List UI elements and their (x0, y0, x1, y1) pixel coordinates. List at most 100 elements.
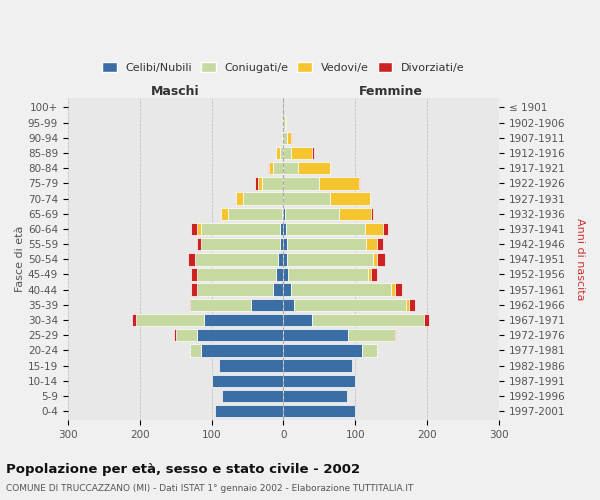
Bar (282, 208, 283, 220)
Bar (330, 192, 370, 205)
Bar (276, 147, 280, 159)
Bar (283, 314, 312, 326)
Text: Popolazione per età, sesso e stato civile - 2002: Popolazione per età, sesso e stato civil… (6, 462, 360, 475)
Bar (201, 238, 280, 250)
Bar (283, 177, 319, 190)
Bar (280, 147, 283, 159)
Bar (287, 132, 290, 144)
Bar (280, 222, 283, 235)
Bar (197, 329, 283, 342)
Bar (283, 284, 290, 296)
Bar (391, 284, 395, 296)
Bar (283, 360, 352, 372)
Bar (212, 374, 283, 387)
Bar (395, 284, 402, 296)
Bar (294, 298, 406, 311)
Bar (285, 208, 339, 220)
Bar (272, 284, 283, 296)
Bar (339, 208, 371, 220)
Bar (283, 344, 362, 356)
Bar (348, 329, 395, 342)
Bar (362, 344, 377, 356)
Bar (319, 177, 359, 190)
Bar (283, 329, 348, 342)
Bar (290, 284, 391, 296)
Bar (283, 374, 355, 387)
Bar (298, 162, 330, 174)
Bar (268, 162, 269, 174)
Bar (312, 314, 424, 326)
Bar (195, 253, 278, 266)
Y-axis label: Fasce di età: Fasce di età (15, 226, 25, 292)
Bar (283, 116, 285, 129)
Bar (406, 298, 409, 311)
Bar (197, 268, 276, 280)
Bar (424, 314, 430, 326)
Bar (283, 192, 330, 205)
Bar (409, 298, 415, 311)
Bar (283, 405, 355, 417)
Bar (223, 390, 283, 402)
Bar (283, 132, 287, 144)
Bar (286, 222, 365, 235)
Bar (377, 253, 385, 266)
Bar (371, 208, 373, 220)
Bar (219, 360, 283, 372)
Bar (188, 253, 195, 266)
Bar (283, 162, 298, 174)
Text: Maschi: Maschi (151, 84, 200, 98)
Bar (262, 177, 283, 190)
Bar (283, 222, 286, 235)
Legend: Celibi/Nubili, Coniugati/e, Vedovi/e, Divorziati/e: Celibi/Nubili, Coniugati/e, Vedovi/e, Di… (99, 59, 468, 76)
Bar (283, 147, 290, 159)
Bar (133, 314, 136, 326)
Bar (190, 298, 251, 311)
Bar (191, 222, 197, 235)
Bar (283, 253, 287, 266)
Bar (258, 177, 262, 190)
Bar (290, 132, 292, 144)
Bar (371, 268, 377, 280)
Bar (243, 192, 283, 205)
Bar (201, 344, 283, 356)
Bar (290, 147, 312, 159)
Bar (272, 162, 283, 174)
Bar (228, 208, 282, 220)
Bar (368, 268, 371, 280)
Bar (283, 268, 289, 280)
Bar (236, 192, 243, 205)
Bar (254, 177, 258, 190)
Bar (269, 162, 272, 174)
Bar (201, 222, 280, 235)
Bar (373, 253, 377, 266)
Bar (287, 253, 373, 266)
Y-axis label: Anni di nascita: Anni di nascita (575, 218, 585, 300)
Bar (287, 238, 366, 250)
Bar (312, 147, 314, 159)
Bar (251, 298, 283, 311)
Text: Femmine: Femmine (359, 84, 423, 98)
Bar (215, 405, 283, 417)
Bar (366, 238, 377, 250)
Bar (283, 238, 287, 250)
Bar (205, 314, 283, 326)
Bar (197, 284, 272, 296)
Bar (283, 390, 347, 402)
Bar (197, 222, 201, 235)
Bar (191, 284, 197, 296)
Bar (377, 238, 383, 250)
Bar (197, 238, 201, 250)
Bar (278, 253, 283, 266)
Bar (289, 268, 368, 280)
Bar (359, 177, 361, 190)
Bar (365, 222, 383, 235)
Bar (174, 329, 176, 342)
Bar (383, 222, 388, 235)
Bar (276, 268, 283, 280)
Bar (188, 298, 190, 311)
Bar (395, 329, 396, 342)
Bar (283, 208, 285, 220)
Bar (285, 116, 286, 129)
Bar (136, 314, 205, 326)
Bar (221, 208, 228, 220)
